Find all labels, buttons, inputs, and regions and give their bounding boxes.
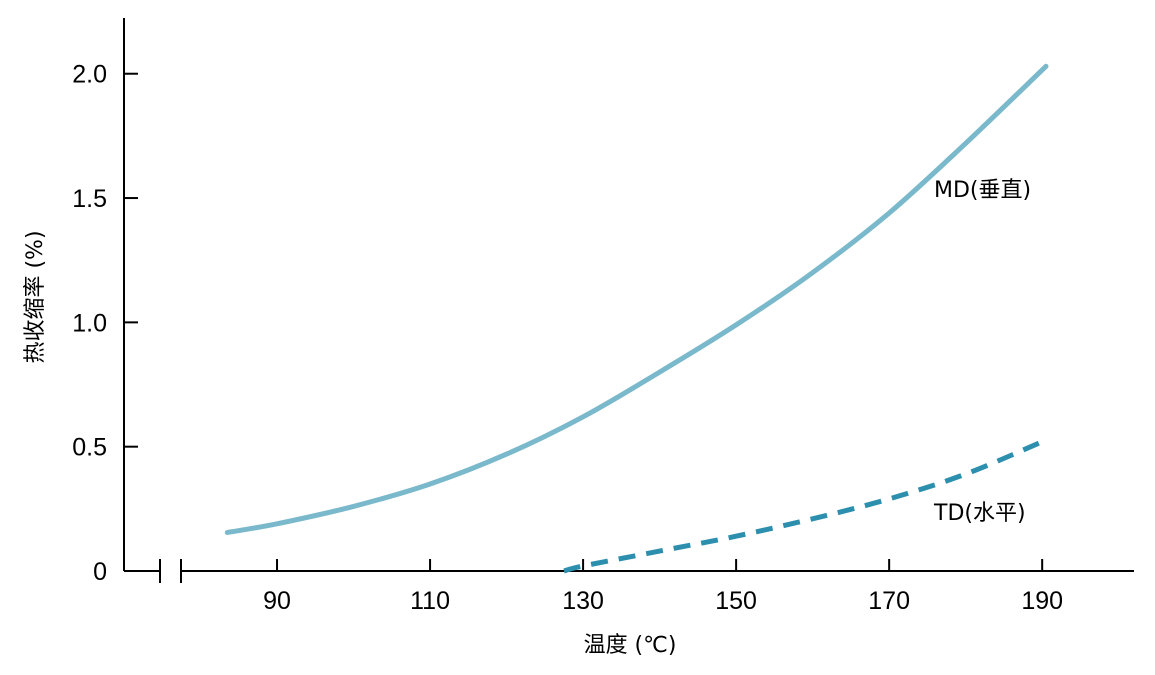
y-tick-label: 2.0 (72, 61, 107, 89)
series-label-md: MD(垂直) (934, 178, 1031, 203)
y-tick-label: 0.5 (72, 434, 107, 462)
y-axis-title: 热收缩率 (%) (23, 230, 48, 363)
x-tick-label: 130 (562, 587, 604, 615)
x-axis-title: 温度 (℃) (584, 633, 677, 658)
series-line-td (563, 439, 1044, 574)
series-label-td: TD(水平) (933, 501, 1026, 526)
series-layer (224, 63, 1049, 574)
x-tick-label: 150 (715, 587, 757, 615)
x-tick-label: 190 (1021, 587, 1063, 615)
y-tick-label: 1.5 (72, 185, 107, 213)
y-ticks: 0 0.5 1.0 1.5 2.0 (72, 61, 138, 586)
x-tick-label: 110 (410, 587, 450, 615)
axes (123, 18, 1134, 583)
y-tick-label: 0 (93, 558, 107, 586)
x-ticks: 90 110 130 150 170 190 (263, 559, 1063, 615)
x-tick-label: 90 (263, 587, 291, 615)
y-tick-label: 1.0 (72, 309, 107, 337)
series-line-md (224, 63, 1049, 535)
x-tick-label: 170 (868, 587, 910, 615)
